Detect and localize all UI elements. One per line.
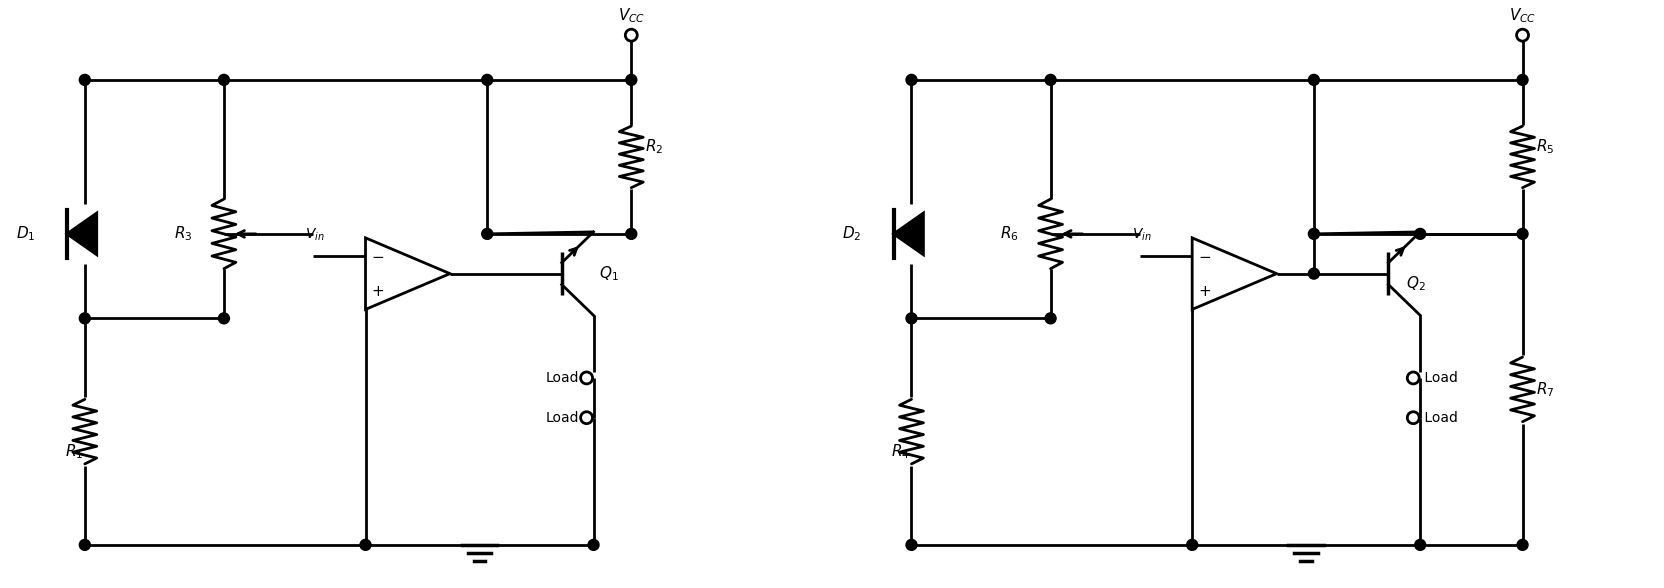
Circle shape [1518,75,1528,85]
Circle shape [905,313,917,324]
Circle shape [80,539,90,550]
Polygon shape [366,238,449,309]
Text: $V_{CC}$: $V_{CC}$ [617,6,646,25]
Circle shape [1518,539,1528,550]
Circle shape [1518,228,1528,239]
Polygon shape [1191,238,1276,309]
Circle shape [80,75,90,85]
Circle shape [483,228,493,239]
Text: $R_7$: $R_7$ [1536,380,1554,399]
Text: $R_3$: $R_3$ [173,225,191,243]
Circle shape [905,75,917,85]
Circle shape [626,228,637,239]
Text: $R_5$: $R_5$ [1536,138,1554,156]
Text: $V_{in}$: $V_{in}$ [1132,226,1151,243]
Circle shape [1308,228,1320,239]
Circle shape [483,75,493,85]
Text: $R_1$: $R_1$ [65,442,83,461]
Circle shape [1308,75,1320,85]
Polygon shape [894,213,924,255]
Circle shape [1186,539,1198,550]
Circle shape [1414,228,1426,239]
Circle shape [1414,539,1426,550]
Polygon shape [67,213,97,255]
Text: Load: Load [1419,371,1458,385]
Circle shape [218,75,230,85]
Text: $Q_2$: $Q_2$ [1406,274,1426,293]
Circle shape [626,29,637,41]
Circle shape [1045,75,1057,85]
Text: $D_2$: $D_2$ [842,225,862,243]
Circle shape [218,313,230,324]
Circle shape [359,539,371,550]
Text: $V_{in}$: $V_{in}$ [306,226,324,243]
Text: $-$: $-$ [1198,248,1211,263]
Text: $D_1$: $D_1$ [15,225,35,243]
Circle shape [905,539,917,550]
Circle shape [1045,313,1057,324]
Circle shape [80,313,90,324]
Circle shape [581,412,592,424]
Text: $-$: $-$ [371,248,384,263]
Circle shape [626,75,637,85]
Circle shape [1516,29,1529,41]
Circle shape [1308,268,1320,279]
Circle shape [587,539,599,550]
Text: $R_4$: $R_4$ [890,442,910,461]
Text: $R_6$: $R_6$ [1000,225,1018,243]
Text: $R_2$: $R_2$ [646,138,664,156]
Text: $Q_1$: $Q_1$ [599,264,619,283]
Text: Load: Load [1419,410,1458,425]
Text: $V_{CC}$: $V_{CC}$ [1509,6,1536,25]
Text: $+$: $+$ [1198,284,1211,299]
Text: Load: Load [546,371,579,385]
Text: Load: Load [546,410,579,425]
Circle shape [1408,372,1419,384]
Circle shape [581,372,592,384]
Text: $+$: $+$ [371,284,384,299]
Circle shape [1408,412,1419,424]
